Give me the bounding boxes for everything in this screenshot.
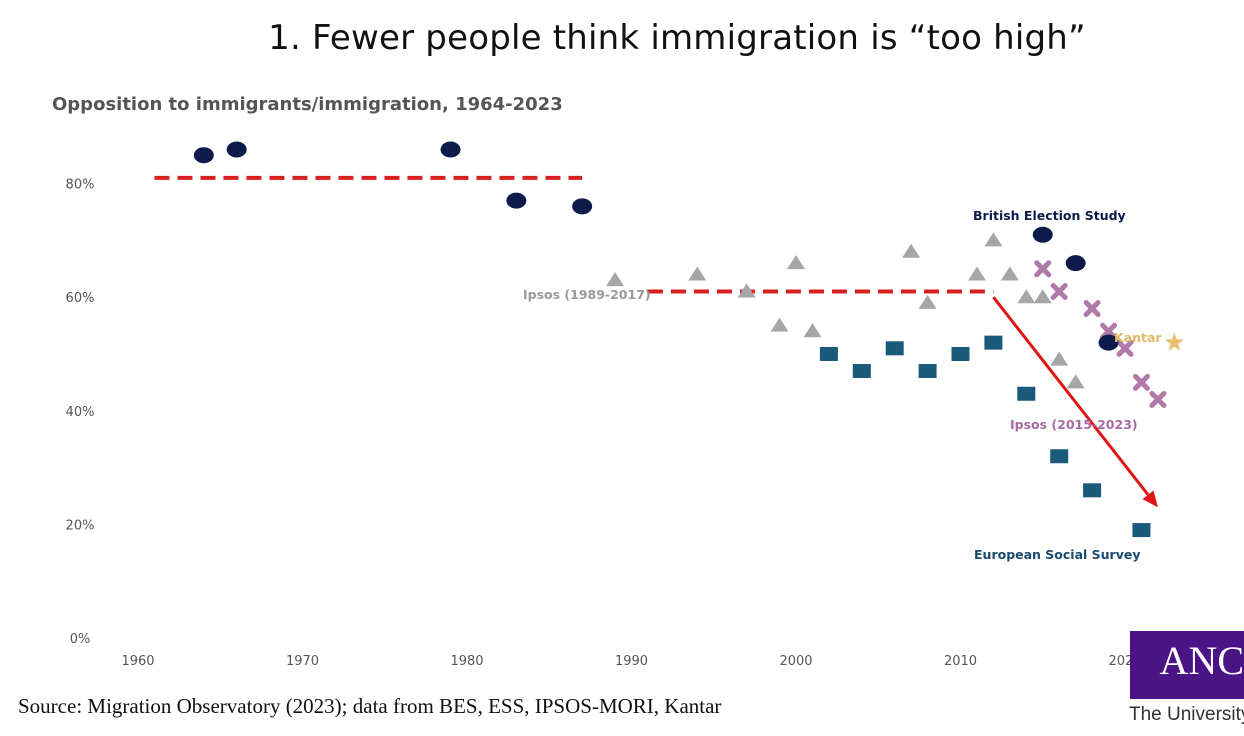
- data-point: [1164, 332, 1184, 351]
- data-point: [1033, 289, 1052, 304]
- series-label: European Social Survey: [974, 547, 1141, 562]
- data-point: [918, 294, 937, 309]
- y-tick-label: 20%: [66, 518, 95, 533]
- y-tick-label: 40%: [66, 405, 95, 420]
- slide-title: 1. Fewer people think immigration is “to…: [268, 18, 1086, 58]
- data-point: [1132, 523, 1151, 538]
- data-point: [1050, 283, 1068, 301]
- data-point: [226, 141, 247, 158]
- data-point: [1066, 374, 1085, 389]
- data-point: [737, 283, 756, 298]
- data-point: [506, 192, 527, 209]
- data-point: [1083, 300, 1101, 318]
- x-tick-label: 2000: [779, 654, 812, 669]
- data-point: [787, 255, 805, 270]
- data-point: [1032, 226, 1053, 243]
- data-point: [193, 147, 214, 164]
- data-point: [606, 272, 625, 287]
- logo-text: ANC: [1159, 638, 1244, 683]
- data-point: [803, 323, 822, 338]
- data-point: [984, 335, 1003, 350]
- source-note: Source: Migration Observatory (2023); da…: [18, 694, 722, 718]
- x-tick-label: 1990: [615, 654, 648, 669]
- x-tick-label: 1960: [121, 654, 154, 669]
- data-point: [1149, 390, 1167, 408]
- data-point: [1050, 449, 1069, 464]
- data-point: [1098, 334, 1119, 351]
- data-point: [1034, 260, 1052, 278]
- data-point: [1083, 483, 1102, 498]
- trend-arrow-head: [1142, 490, 1158, 508]
- y-tick-label: 60%: [66, 291, 95, 306]
- series-label: Ipsos (2015-2023): [1010, 417, 1138, 432]
- data-point: [984, 232, 1003, 247]
- series-label: Kantar: [1114, 330, 1162, 345]
- series-label: Ipsos (1989-2017): [523, 287, 651, 302]
- y-tick-label: 0%: [70, 632, 91, 647]
- trend-arrow-line: [992, 296, 1150, 496]
- data-point: [1017, 386, 1036, 401]
- data-point: [885, 341, 904, 356]
- data-point: [1132, 373, 1150, 391]
- series-label: British Election Study: [973, 208, 1126, 223]
- data-point: [1100, 322, 1118, 340]
- data-point: [572, 198, 593, 215]
- data-point: [1000, 266, 1019, 281]
- data-point: [1116, 339, 1134, 357]
- data-point: [967, 266, 986, 281]
- x-tick-label: 1980: [450, 654, 483, 669]
- data-point: [951, 347, 970, 361]
- data-point: [688, 266, 707, 281]
- data-point: [852, 364, 871, 379]
- data-point: [1065, 255, 1086, 272]
- university-logo: ANC: [1130, 631, 1244, 699]
- data-point: [1017, 289, 1036, 304]
- chart-title: Opposition to immigrants/immigration, 19…: [52, 94, 563, 115]
- data-point: [918, 364, 937, 379]
- logo-caption: The University: [1129, 704, 1244, 725]
- data-point: [440, 141, 461, 158]
- x-tick-label: 1970: [286, 654, 319, 669]
- data-point: [902, 243, 921, 258]
- data-point: [819, 347, 838, 361]
- data-point: [1050, 351, 1069, 366]
- x-tick-label: 2010: [944, 654, 977, 669]
- data-point: [770, 317, 789, 332]
- y-tick-label: 80%: [66, 178, 95, 193]
